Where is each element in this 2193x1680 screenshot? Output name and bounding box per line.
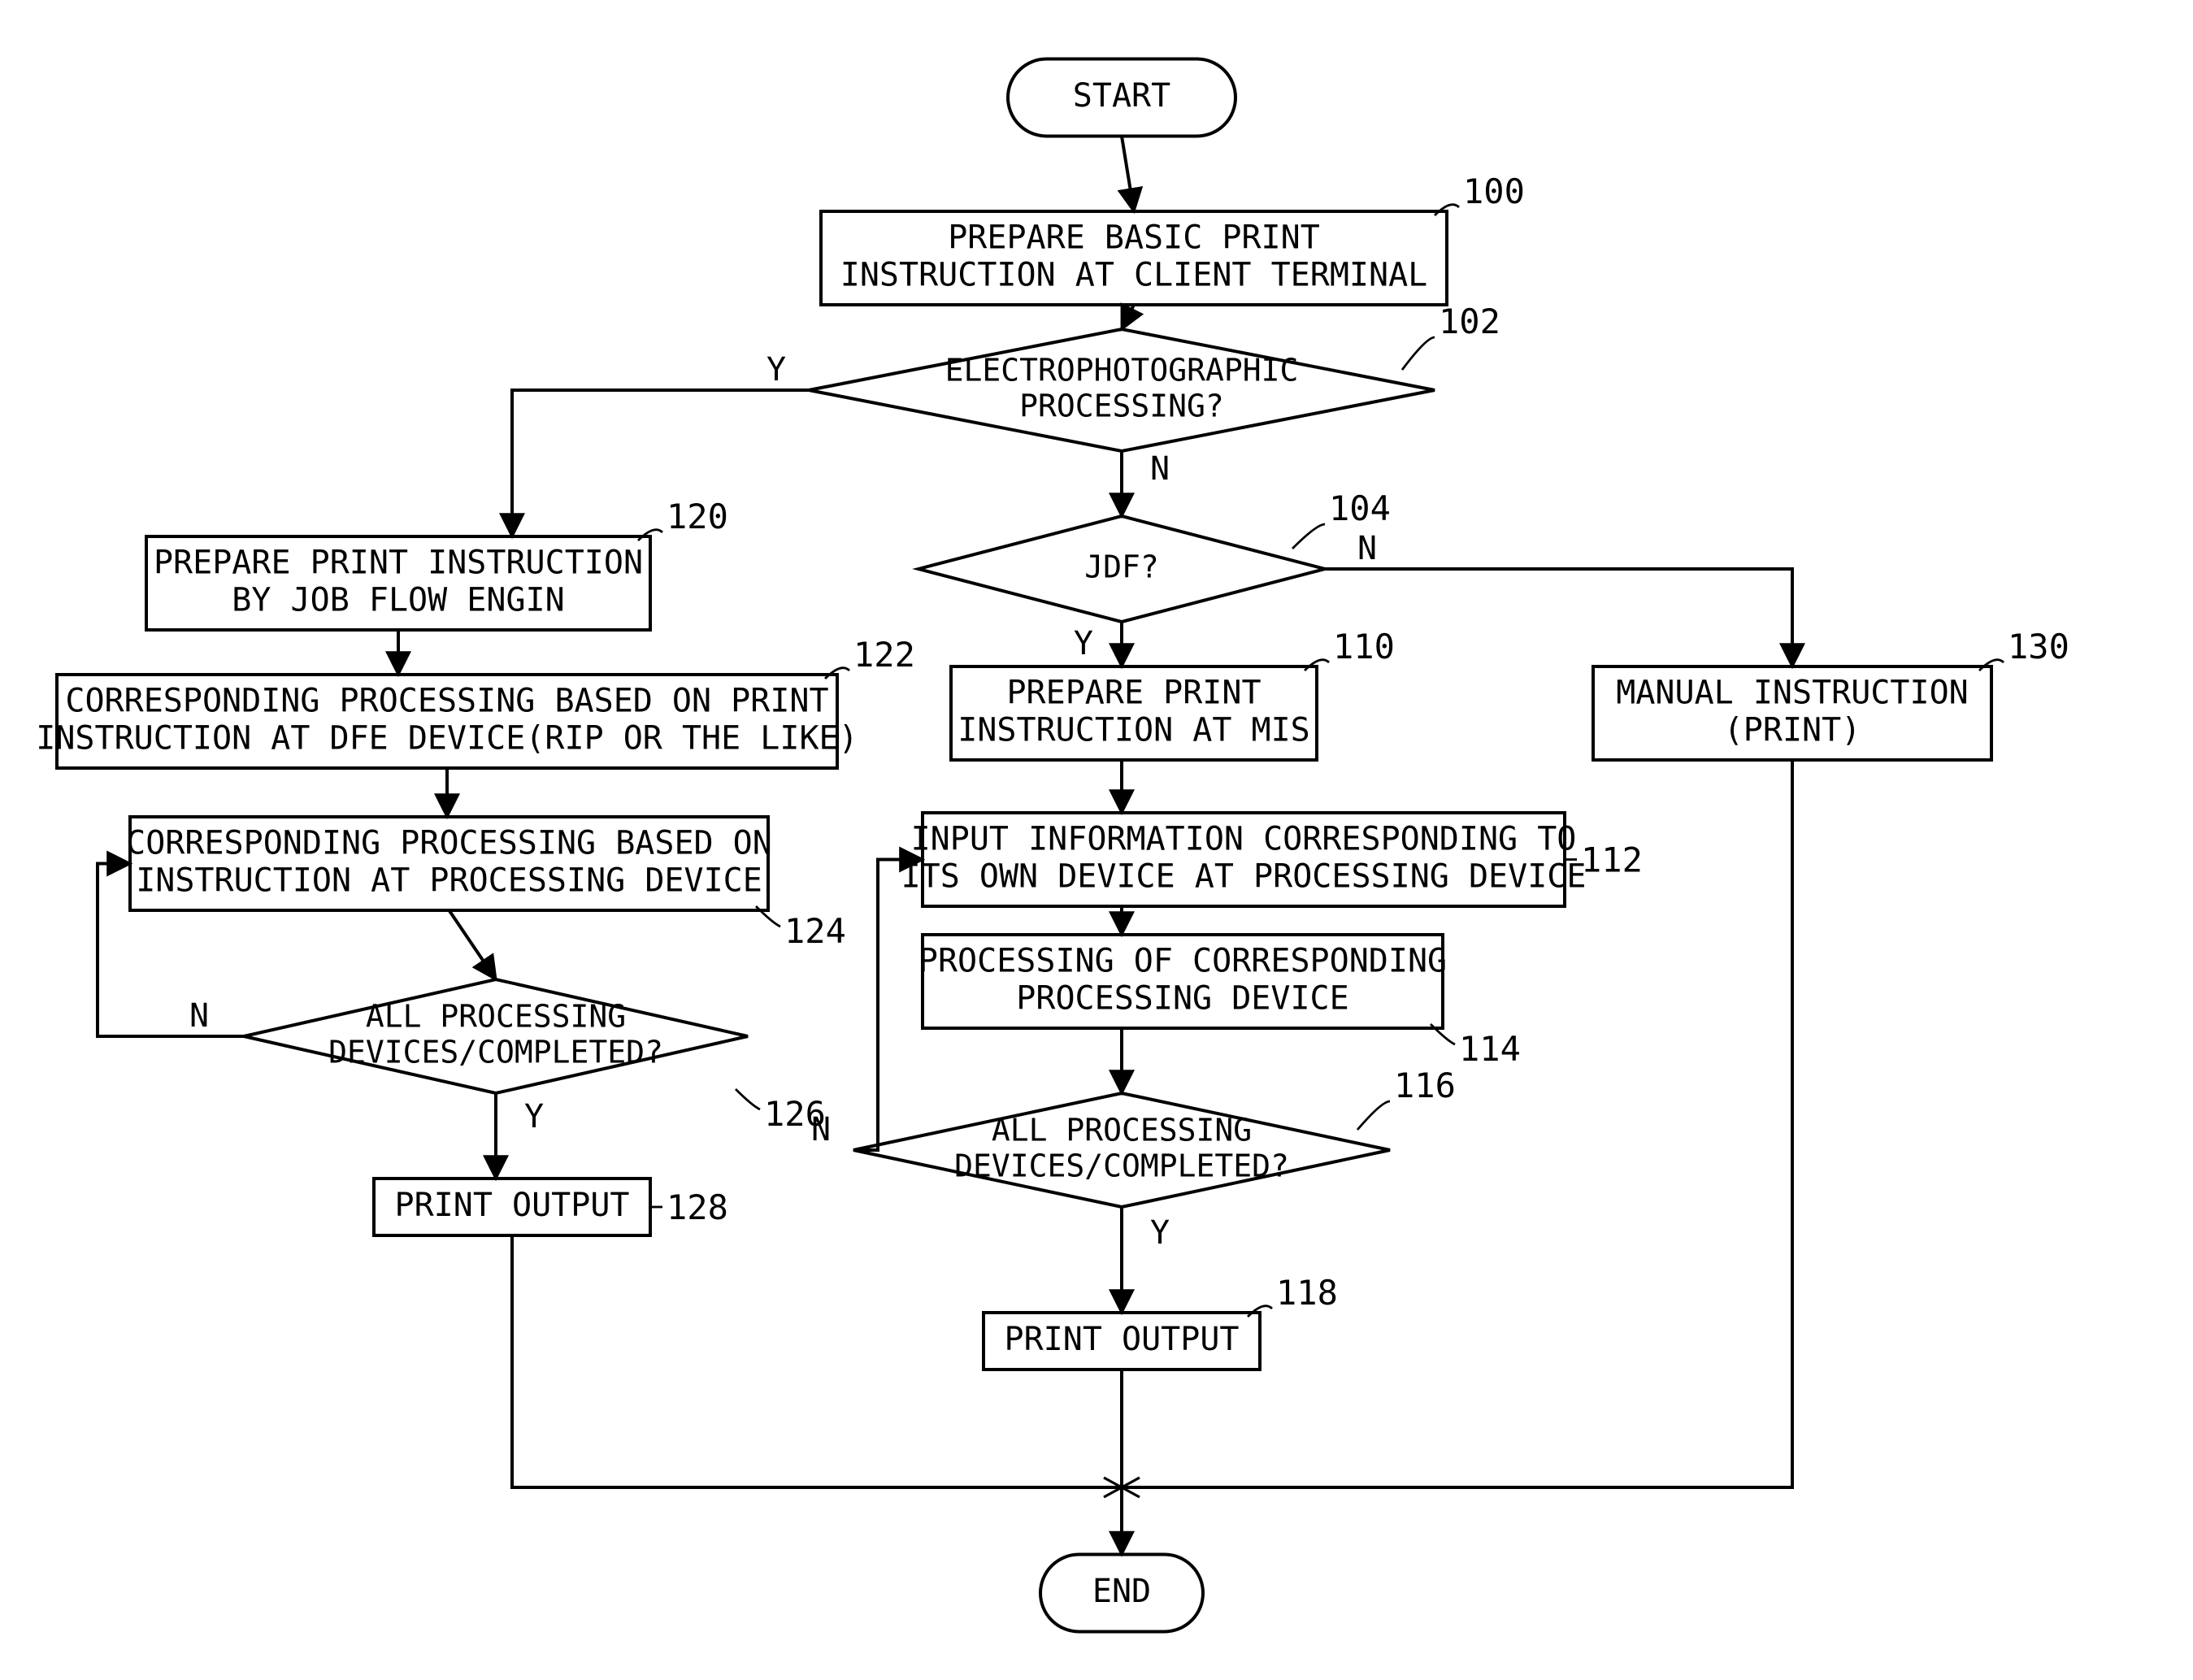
svg-text:ITS OWN DEVICE AT PROCESSING D: ITS OWN DEVICE AT PROCESSING DEVICE (901, 858, 1587, 896)
svg-text:CORRESPONDING PROCESSING BASED: CORRESPONDING PROCESSING BASED ON (126, 825, 772, 862)
svg-text:Y: Y (1074, 625, 1093, 662)
svg-text:END: END (1092, 1573, 1151, 1610)
svg-text:116: 116 (1394, 1066, 1456, 1105)
svg-text:104: 104 (1329, 488, 1391, 528)
svg-text:114: 114 (1459, 1029, 1521, 1069)
svg-text:JDF?: JDF? (1084, 549, 1159, 584)
svg-text:Y: Y (766, 351, 786, 389)
svg-text:N: N (1357, 530, 1377, 567)
svg-text:INSTRUCTION AT PROCESSING DEVI: INSTRUCTION AT PROCESSING DEVICE (136, 862, 762, 900)
svg-text:ELECTROPHOTOGRAPHIC: ELECTROPHOTOGRAPHIC (945, 353, 1299, 389)
svg-text:118: 118 (1276, 1273, 1338, 1313)
svg-text:INPUT INFORMATION CORRESPONDIN: INPUT INFORMATION CORRESPONDING TO (911, 821, 1577, 858)
svg-text:102: 102 (1439, 302, 1500, 341)
svg-text:Y: Y (1150, 1214, 1170, 1252)
svg-text:124: 124 (784, 911, 846, 951)
svg-text:N: N (811, 1111, 831, 1148)
flowchart: STARTENDPREPARE BASIC PRINTINSTRUCTION A… (0, 0, 2193, 1680)
svg-text:INSTRUCTION AT MIS: INSTRUCTION AT MIS (958, 712, 1309, 749)
svg-text:PREPARE BASIC PRINT: PREPARE BASIC PRINT (948, 219, 1320, 257)
svg-text:INSTRUCTION AT DFE DEVICE(RIP: INSTRUCTION AT DFE DEVICE(RIP OR THE LIK… (36, 720, 858, 758)
svg-text:PROCESSING DEVICE: PROCESSING DEVICE (1016, 980, 1348, 1018)
svg-text:CORRESPONDING PROCESSING BASED: CORRESPONDING PROCESSING BASED ON PRINT (65, 683, 828, 720)
svg-text:Y: Y (524, 1098, 544, 1135)
svg-text:START: START (1073, 77, 1170, 115)
svg-text:BY JOB FLOW ENGIN: BY JOB FLOW ENGIN (232, 582, 564, 619)
svg-text:ALL PROCESSING: ALL PROCESSING (366, 999, 626, 1035)
svg-text:PROCESSING OF CORRESPONDING: PROCESSING OF CORRESPONDING (918, 943, 1447, 980)
svg-text:120: 120 (667, 497, 728, 536)
svg-text:PREPARE PRINT: PREPARE PRINT (1006, 675, 1261, 712)
svg-text:DEVICES/COMPLETED?: DEVICES/COMPLETED? (328, 1034, 663, 1070)
svg-text:INSTRUCTION AT CLIENT TERMINAL: INSTRUCTION AT CLIENT TERMINAL (840, 257, 1427, 294)
svg-text:PREPARE PRINT INSTRUCTION: PREPARE PRINT INSTRUCTION (154, 545, 643, 582)
svg-text:130: 130 (2008, 627, 2069, 666)
svg-text:112: 112 (1581, 840, 1643, 880)
svg-text:PROCESSING?: PROCESSING? (1019, 388, 1224, 423)
svg-text:122: 122 (853, 635, 915, 675)
svg-text:100: 100 (1463, 171, 1525, 211)
svg-text:110: 110 (1333, 627, 1395, 666)
svg-text:N: N (1150, 450, 1170, 488)
svg-text:N: N (189, 997, 209, 1035)
svg-text:DEVICES/COMPLETED?: DEVICES/COMPLETED? (954, 1148, 1289, 1183)
svg-text:ALL PROCESSING: ALL PROCESSING (992, 1113, 1252, 1148)
svg-text:PRINT OUTPUT: PRINT OUTPUT (1005, 1321, 1240, 1358)
svg-text:MANUAL INSTRUCTION: MANUAL INSTRUCTION (1616, 675, 1968, 712)
svg-text:(PRINT): (PRINT) (1724, 712, 1861, 749)
svg-text:128: 128 (667, 1187, 728, 1227)
svg-text:PRINT OUTPUT: PRINT OUTPUT (395, 1187, 630, 1224)
